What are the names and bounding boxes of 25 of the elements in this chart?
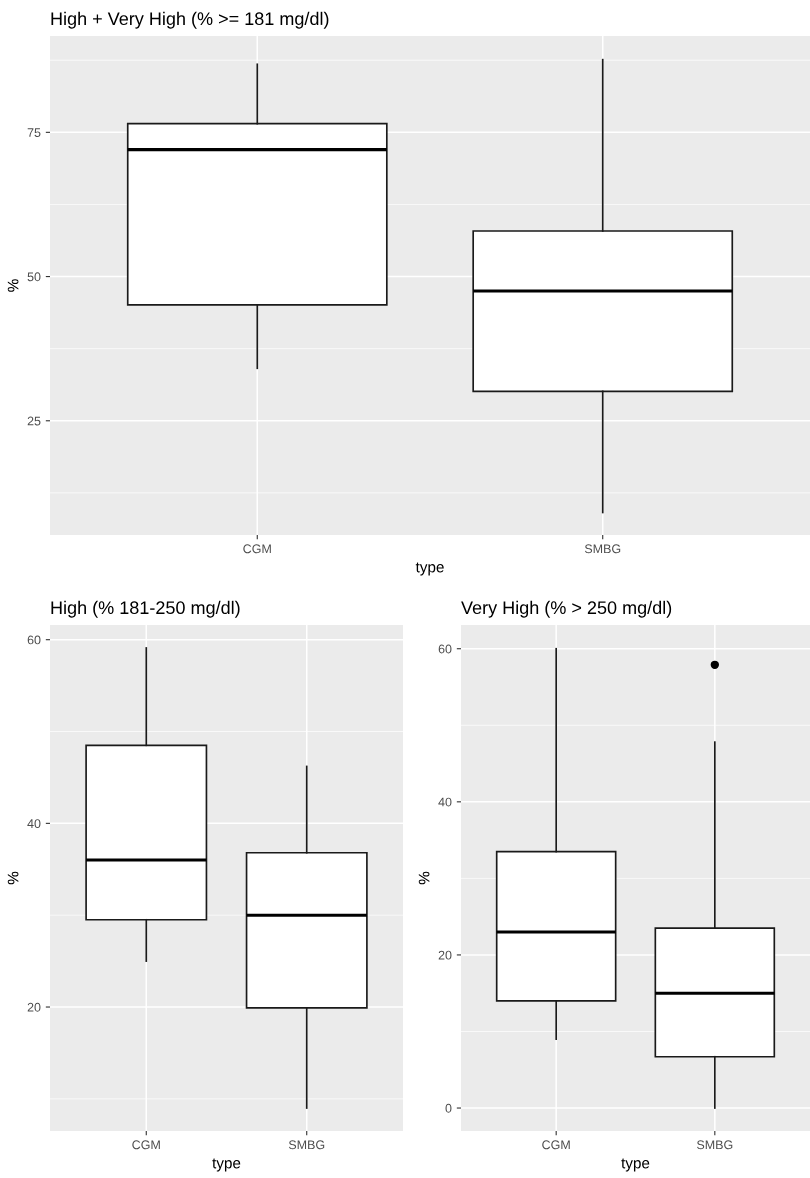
x-axis-title: type: [212, 1158, 241, 1172]
y-tick-label: 20: [27, 1002, 41, 1012]
y-tick-label: 40: [438, 797, 452, 807]
x-tick-label: SMBG: [584, 544, 621, 554]
y-tick-label: 60: [27, 635, 41, 645]
x-tick-label: SMBG: [288, 1140, 325, 1150]
chart-title: High (% 181-250 mg/dl): [51, 600, 240, 618]
x-tick-label: CGM: [542, 1140, 570, 1150]
x-tick-label: CGM: [243, 544, 271, 554]
y-tick-label: 50: [27, 272, 41, 282]
x-tick-label: SMBG: [696, 1140, 733, 1150]
y-axis-title: %: [418, 871, 430, 885]
y-tick-label: 25: [27, 416, 41, 426]
y-axis-title: %: [7, 871, 19, 885]
y-axis-title: %: [7, 279, 19, 292]
y-tick-label: 75: [27, 128, 41, 137]
chart-title: Very High (% > 250 mg/dl): [461, 600, 672, 618]
x-tick-label: CGM: [132, 1140, 160, 1150]
chart-title: High + Very High (% >= 181 mg/dl): [51, 11, 329, 29]
y-tick-label: 20: [438, 950, 452, 960]
y-tick-label: 0: [445, 1103, 452, 1113]
y-tick-label: 60: [438, 644, 452, 654]
x-axis-title: type: [415, 562, 444, 576]
y-tick-label: 40: [27, 819, 41, 829]
x-axis-title: type: [621, 1158, 650, 1172]
